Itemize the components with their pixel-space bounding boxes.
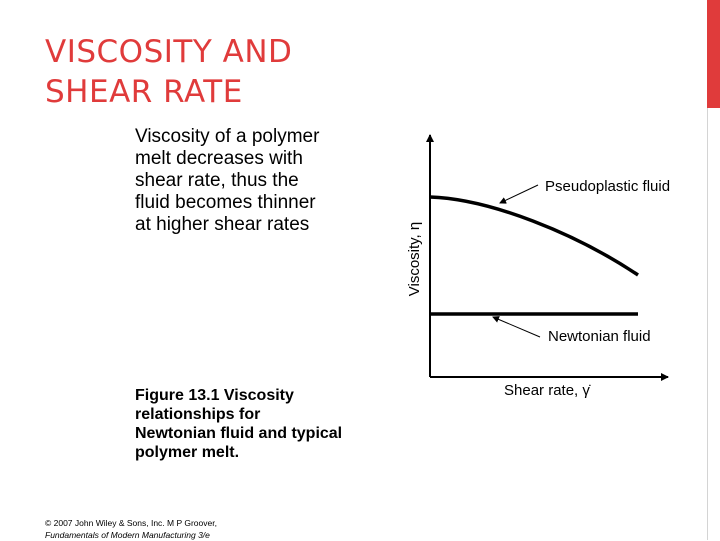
newtonian-label: Newtonian fluid	[548, 328, 651, 345]
caption-line: relationships for	[135, 406, 261, 423]
body-line: melt decreases with	[135, 148, 303, 169]
copyright-line: © 2007 John Wiley & Sons, Inc. M P Groov…	[45, 518, 217, 528]
body-line: fluid becomes thinner	[135, 192, 316, 213]
caption-line: polymer melt.	[135, 444, 240, 461]
body-line: Viscosity of a polymer	[135, 126, 320, 147]
slide-title: VISCOSITY AND SHEAR RATE	[45, 32, 292, 112]
body-line: shear rate, thus the	[135, 170, 299, 191]
pseudoplastic-curve	[429, 195, 639, 277]
figure-caption: Figure 13.1 Viscosity relationships for …	[135, 386, 395, 462]
newtonian-leader-arrow	[492, 316, 541, 338]
book-title: Fundamentals of Modern Manufacturing 3/e	[45, 530, 210, 540]
body-line: at higher shear rates	[135, 214, 310, 235]
accent-bar	[707, 0, 720, 108]
caption-line: Newtonian fluid and typical	[135, 425, 343, 442]
y-axis-label: Viscosity, η	[406, 222, 423, 296]
title-line-2: SHEAR RATE	[45, 74, 243, 110]
right-edge-line	[707, 108, 708, 540]
pseudoplastic-leader-arrow	[499, 184, 539, 204]
title-line-1: VISCOSITY AND	[45, 34, 293, 70]
caption-line: Figure 13.1 Viscosity	[135, 387, 294, 404]
x-axis-label: Shear rate, γ̇	[504, 382, 591, 399]
copyright-notice: © 2007 John Wiley & Sons, Inc. M P Groov…	[45, 517, 217, 541]
body-text: Viscosity of a polymer melt decreases wi…	[135, 126, 395, 236]
viscosity-figure: Viscosity, η Shear rate, γ̇ Pseudoplasti…	[406, 134, 670, 399]
pseudoplastic-label: Pseudoplastic fluid	[545, 178, 670, 195]
